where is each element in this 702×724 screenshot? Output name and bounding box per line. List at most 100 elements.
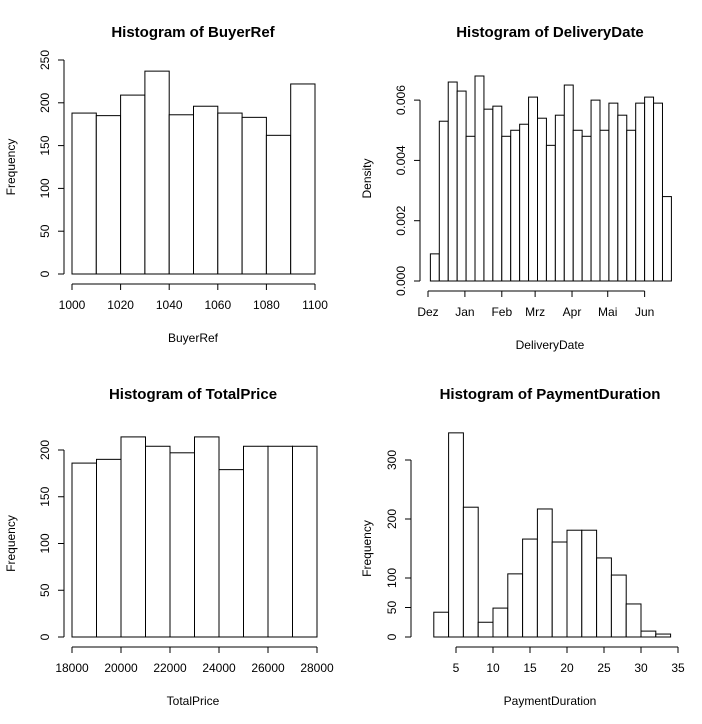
- bar: [429, 253, 440, 282]
- y-axis-label: Frequency: [4, 139, 18, 196]
- y-tick-label: 100: [385, 568, 399, 588]
- x-tick-label: Jun: [635, 305, 654, 319]
- y-tick-label: 0: [385, 633, 399, 640]
- x-tick-label: 18000: [55, 661, 89, 675]
- bar: [193, 105, 219, 275]
- y-tick-label: 250: [38, 50, 52, 70]
- bar: [566, 529, 583, 638]
- x-tick-label: Apr: [563, 305, 582, 319]
- x-tick-label: 20: [560, 661, 574, 675]
- bar: [599, 129, 610, 282]
- y-tick-label: 150: [38, 486, 52, 506]
- bar: [551, 541, 568, 638]
- x-tick-label: 20000: [104, 661, 138, 675]
- bar: [537, 117, 547, 282]
- y-tick-label: 50: [38, 583, 52, 597]
- chart-title: Histogram of TotalPrice: [109, 386, 277, 403]
- bar: [292, 445, 318, 638]
- bar: [554, 114, 565, 282]
- y-axis-label: Frequency: [360, 520, 374, 577]
- bar: [528, 96, 539, 282]
- bar: [217, 112, 243, 275]
- y-tick-label: 0.006: [394, 85, 408, 115]
- bar: [120, 436, 146, 638]
- bar: [71, 112, 97, 275]
- bar: [501, 135, 512, 282]
- y-tick-label: 200: [38, 92, 52, 112]
- bar: [477, 621, 494, 638]
- y-tick-label: 50: [385, 601, 399, 615]
- y-axis-label: Frequency: [4, 515, 18, 572]
- bar: [507, 573, 524, 638]
- bar: [655, 633, 672, 638]
- x-tick-label: 10: [486, 661, 500, 675]
- y-tick-label: 0.002: [394, 205, 408, 235]
- bar: [218, 469, 244, 638]
- x-tick-label: 1000: [59, 298, 86, 312]
- x-tick-label: 1100: [302, 298, 328, 312]
- bar: [661, 196, 672, 282]
- bar: [120, 94, 146, 275]
- bar: [510, 129, 521, 282]
- bar: [456, 90, 467, 282]
- y-tick-label: 150: [38, 135, 52, 155]
- bar: [610, 574, 627, 638]
- y-tick-label: 50: [38, 224, 52, 238]
- x-tick-label: 24000: [202, 661, 236, 675]
- bar: [243, 445, 269, 638]
- x-tick-label: 35: [671, 661, 685, 675]
- x-tick-label: 30: [634, 661, 648, 675]
- bar: [635, 102, 646, 282]
- bar: [644, 96, 655, 282]
- bar: [563, 84, 574, 282]
- y-tick-label: 300: [385, 450, 399, 470]
- y-tick-label: 0.004: [394, 145, 408, 175]
- bar: [241, 116, 267, 275]
- bar: [465, 135, 476, 282]
- bar: [590, 99, 601, 282]
- bar: [265, 134, 292, 275]
- bar: [168, 114, 194, 275]
- bar: [536, 508, 553, 638]
- x-tick-label: Jan: [455, 305, 474, 319]
- y-tick-label: 0.000: [394, 266, 408, 296]
- bar: [519, 123, 530, 282]
- x-tick-label: Mrz: [525, 305, 545, 319]
- bar: [581, 135, 592, 282]
- y-tick-label: 100: [38, 178, 52, 198]
- bar: [194, 436, 220, 638]
- bar: [474, 75, 485, 282]
- chart-title: Histogram of BuyerRef: [111, 24, 275, 41]
- x-axis-label: TotalPrice: [167, 694, 220, 708]
- bar: [433, 611, 450, 638]
- bar: [96, 458, 122, 638]
- x-tick-label: 1020: [107, 298, 134, 312]
- bar: [596, 557, 612, 638]
- x-tick-label: 22000: [153, 661, 187, 675]
- x-tick-label: 1060: [204, 298, 231, 312]
- bar: [267, 445, 293, 638]
- bar: [572, 129, 583, 282]
- bar: [581, 529, 598, 638]
- x-tick-label: Feb: [491, 305, 512, 319]
- y-tick-label: 0: [38, 633, 52, 640]
- bar: [144, 70, 170, 275]
- bar: [448, 432, 464, 638]
- bar: [608, 102, 619, 282]
- bar: [438, 120, 449, 282]
- bar: [95, 115, 122, 275]
- bar: [169, 452, 195, 638]
- x-tick-label: 25: [597, 661, 611, 675]
- bar: [545, 144, 556, 282]
- x-tick-label: 28000: [300, 661, 334, 675]
- bar: [447, 81, 458, 282]
- bar: [492, 607, 509, 638]
- bar: [492, 105, 503, 282]
- bar: [483, 108, 494, 282]
- y-tick-label: 100: [38, 533, 52, 553]
- x-axis-label: BuyerRef: [168, 331, 219, 345]
- bar: [626, 129, 637, 282]
- x-axis-label: DeliveryDate: [516, 338, 585, 352]
- y-tick-label: 200: [38, 440, 52, 460]
